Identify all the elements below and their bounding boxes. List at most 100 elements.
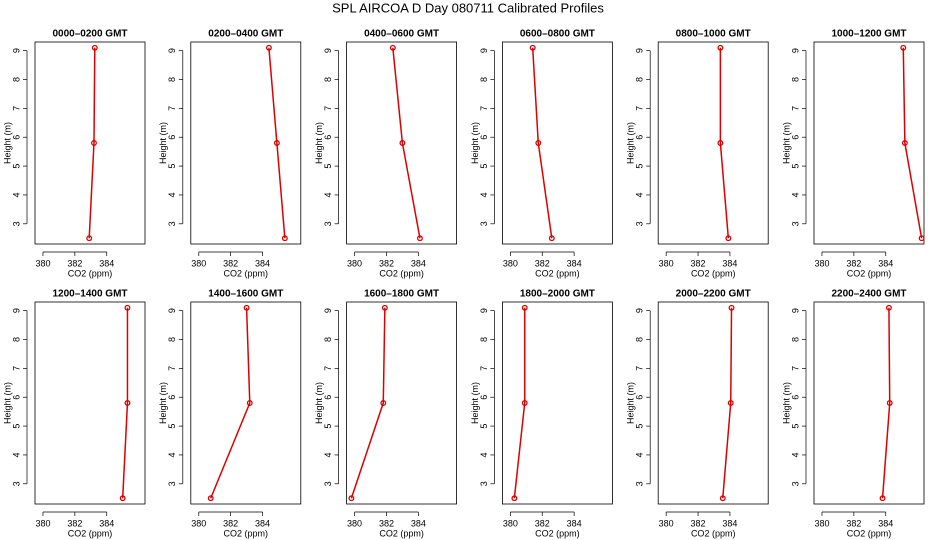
y-tick-label: 9 bbox=[790, 48, 800, 53]
y-tick-label: 4 bbox=[167, 192, 177, 197]
x-tick-label: 384 bbox=[878, 518, 893, 528]
y-tick-label: 8 bbox=[479, 77, 489, 82]
y-tick-label: 4 bbox=[635, 192, 645, 197]
profile-point bbox=[273, 140, 280, 146]
x-tick-label: 384 bbox=[567, 258, 582, 268]
profile-point bbox=[719, 495, 726, 502]
y-axis-label: Height (m) bbox=[314, 382, 324, 424]
x-tick-label: 380 bbox=[503, 518, 518, 528]
profile-point bbox=[521, 400, 528, 406]
x-tick-label: 384 bbox=[878, 258, 893, 268]
y-tick-label: 3 bbox=[167, 221, 177, 226]
y-tick-label: 9 bbox=[635, 48, 645, 53]
y-tick-label: 8 bbox=[479, 337, 489, 342]
x-tick-label: 384 bbox=[411, 258, 426, 268]
panel-title: 0200–0400 GMT bbox=[208, 29, 283, 40]
profile-line bbox=[350, 307, 386, 499]
y-tick-label: 8 bbox=[635, 337, 645, 342]
x-tick-label: 382 bbox=[846, 518, 861, 528]
panel-title: 0800–1000 GMT bbox=[676, 29, 751, 40]
panel-title: 1800–2000 GMT bbox=[520, 289, 595, 300]
y-tick-label: 5 bbox=[167, 164, 177, 169]
x-axis-label: CO2 (ppm) bbox=[691, 528, 736, 538]
profile-point bbox=[381, 304, 388, 311]
profile-point bbox=[901, 140, 908, 146]
x-axis-label: CO2 (ppm) bbox=[68, 268, 113, 278]
x-tick-label: 382 bbox=[67, 518, 82, 528]
y-tick-label: 3 bbox=[479, 221, 489, 226]
y-axis-label: Height (m) bbox=[470, 382, 480, 424]
y-tick-label: 8 bbox=[635, 77, 645, 82]
y-tick-label: 8 bbox=[323, 337, 333, 342]
y-tick-label: 7 bbox=[11, 366, 21, 371]
y-tick-label: 9 bbox=[479, 308, 489, 313]
y-axis-label: Height (m) bbox=[626, 382, 636, 424]
profile-point bbox=[900, 44, 907, 51]
y-tick-label: 7 bbox=[790, 366, 800, 371]
x-tick-label: 382 bbox=[223, 258, 238, 268]
y-tick-label: 4 bbox=[479, 452, 489, 457]
plot-frame bbox=[190, 301, 302, 505]
x-tick-label: 380 bbox=[191, 258, 206, 268]
plot-frame bbox=[657, 41, 769, 245]
y-tick-label: 6 bbox=[167, 395, 177, 400]
x-tick-label: 382 bbox=[535, 258, 550, 268]
y-tick-label: 6 bbox=[167, 135, 177, 140]
y-tick-label: 8 bbox=[11, 77, 21, 82]
y-tick-label: 8 bbox=[167, 337, 177, 342]
x-axis-label: CO2 (ppm) bbox=[379, 528, 424, 538]
y-tick-label: 5 bbox=[790, 424, 800, 429]
x-tick-label: 380 bbox=[503, 258, 518, 268]
y-tick-label: 4 bbox=[323, 452, 333, 457]
profile-point bbox=[521, 304, 528, 311]
panel-title: 1200–1400 GMT bbox=[52, 289, 127, 300]
y-tick-label: 3 bbox=[167, 481, 177, 486]
profile-point bbox=[119, 495, 126, 502]
profile-line bbox=[121, 307, 129, 499]
y-tick-label: 3 bbox=[635, 221, 645, 226]
y-tick-label: 9 bbox=[11, 308, 21, 313]
y-tick-label: 7 bbox=[635, 366, 645, 371]
y-tick-label: 5 bbox=[11, 164, 21, 169]
plot-frame bbox=[34, 41, 146, 245]
panel-title: 0000–0200 GMT bbox=[52, 29, 127, 40]
x-tick-label: 380 bbox=[659, 258, 674, 268]
y-tick-label: 6 bbox=[11, 395, 21, 400]
y-tick-label: 8 bbox=[790, 77, 800, 82]
x-tick-label: 382 bbox=[379, 258, 394, 268]
profile-point bbox=[535, 140, 542, 146]
x-axis-label: CO2 (ppm) bbox=[68, 528, 113, 538]
y-tick-label: 6 bbox=[635, 395, 645, 400]
y-tick-label: 4 bbox=[790, 452, 800, 457]
profile-point bbox=[918, 235, 925, 242]
y-tick-label: 9 bbox=[323, 48, 333, 53]
x-tick-label: 380 bbox=[814, 258, 829, 268]
y-tick-label: 7 bbox=[323, 106, 333, 111]
x-tick-label: 380 bbox=[814, 518, 829, 528]
y-tick-label: 7 bbox=[167, 366, 177, 371]
profile-line bbox=[210, 307, 251, 499]
y-tick-label: 7 bbox=[479, 366, 489, 371]
plot-frame bbox=[190, 41, 302, 245]
y-tick-label: 7 bbox=[635, 106, 645, 111]
y-tick-label: 6 bbox=[790, 135, 800, 140]
x-tick-label: 384 bbox=[567, 518, 582, 528]
y-tick-label: 3 bbox=[323, 481, 333, 486]
y-axis-label: Height (m) bbox=[158, 382, 168, 424]
y-tick-label: 7 bbox=[323, 366, 333, 371]
y-tick-label: 3 bbox=[11, 481, 21, 486]
y-axis-label: Height (m) bbox=[2, 382, 12, 424]
y-axis-label: Height (m) bbox=[314, 122, 324, 164]
panel-title: 1400–1600 GMT bbox=[208, 289, 283, 300]
y-tick-label: 6 bbox=[11, 135, 21, 140]
profile-point bbox=[885, 304, 892, 311]
plot-frame bbox=[813, 41, 925, 245]
panel-title: 2000–2200 GMT bbox=[676, 289, 751, 300]
y-tick-label: 9 bbox=[635, 308, 645, 313]
y-tick-label: 5 bbox=[323, 424, 333, 429]
y-tick-label: 3 bbox=[790, 481, 800, 486]
y-tick-label: 3 bbox=[11, 221, 21, 226]
profile-point bbox=[529, 44, 536, 51]
y-tick-label: 7 bbox=[11, 106, 21, 111]
y-tick-label: 9 bbox=[167, 48, 177, 53]
